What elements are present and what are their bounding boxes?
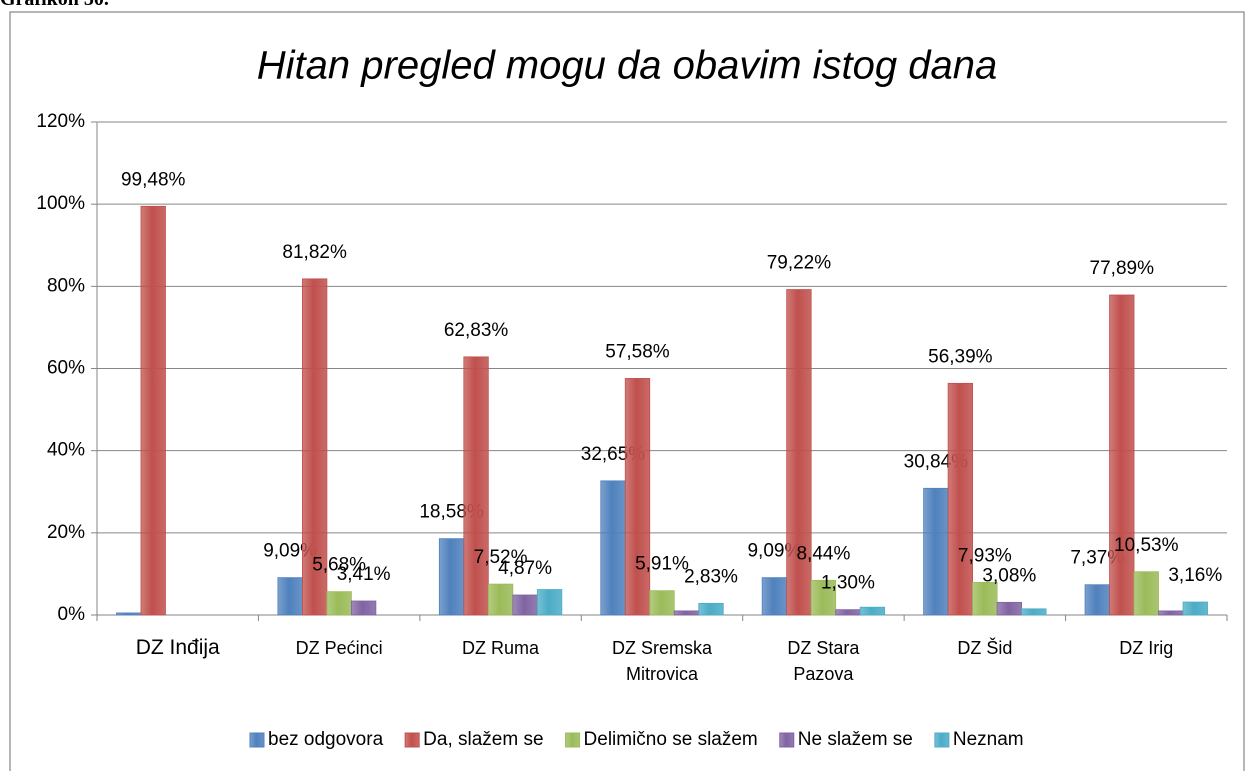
legend-swatch bbox=[779, 732, 795, 748]
bar bbox=[1084, 584, 1110, 616]
bar bbox=[512, 594, 538, 616]
legend-label: bez odgovora bbox=[268, 729, 384, 750]
bar bbox=[673, 610, 700, 616]
x-tick-label: DZ Pećinci bbox=[295, 638, 383, 658]
bar bbox=[1133, 571, 1159, 616]
value-label: 7,93% bbox=[958, 545, 1012, 566]
legend-label: Neznam bbox=[953, 729, 1024, 750]
value-label: 57,58% bbox=[605, 341, 670, 362]
bar bbox=[1158, 610, 1184, 616]
legend-label: Ne slažem se bbox=[798, 729, 913, 750]
x-tick-label: DZ Stara Pazova bbox=[787, 638, 860, 684]
y-tick-label: 60% bbox=[47, 358, 85, 379]
value-label: 10,53% bbox=[1114, 535, 1179, 556]
chart-frame bbox=[9, 11, 1245, 771]
legend-label: Delimično se slažem bbox=[584, 729, 758, 750]
value-label: 4,87% bbox=[498, 558, 552, 579]
bar bbox=[301, 278, 328, 616]
legend-swatch bbox=[404, 732, 420, 748]
y-tick-label: 80% bbox=[47, 275, 85, 296]
bar bbox=[1021, 608, 1047, 616]
value-label: 62,83% bbox=[444, 320, 509, 341]
chart-title: Hitan pregled mogu da obavim istog dana bbox=[257, 44, 997, 88]
bar bbox=[923, 487, 949, 616]
x-tick-label: DZ Irig bbox=[1119, 638, 1174, 658]
value-label: 7,52% bbox=[474, 547, 528, 568]
legend-swatch bbox=[934, 732, 950, 748]
bar bbox=[350, 600, 377, 616]
bar bbox=[600, 480, 626, 616]
value-label: 79,22% bbox=[767, 253, 832, 274]
bar bbox=[1109, 294, 1135, 616]
bar bbox=[996, 601, 1023, 616]
bar bbox=[438, 538, 465, 616]
bar bbox=[649, 590, 675, 616]
bar bbox=[947, 382, 974, 616]
x-tick-label: DZ Inđija bbox=[135, 636, 220, 659]
bar bbox=[463, 356, 489, 616]
value-label: 1,30% bbox=[821, 573, 875, 594]
value-label: 56,39% bbox=[928, 346, 993, 367]
value-label: 8,44% bbox=[796, 543, 850, 564]
bar bbox=[487, 583, 514, 616]
value-label: 99,48% bbox=[121, 169, 186, 190]
y-tick-label: 40% bbox=[47, 440, 85, 461]
y-tick-label: 120% bbox=[36, 111, 85, 132]
value-label: 3,08% bbox=[982, 565, 1036, 586]
bar bbox=[786, 289, 812, 616]
bar bbox=[1182, 601, 1208, 616]
bar bbox=[326, 591, 352, 616]
y-tick-label: 20% bbox=[47, 522, 85, 543]
value-label: 2,83% bbox=[684, 566, 738, 587]
value-label: 3,41% bbox=[337, 564, 391, 585]
bar bbox=[698, 602, 724, 616]
bar bbox=[859, 606, 886, 616]
legend-swatch bbox=[565, 732, 581, 748]
bar bbox=[116, 612, 142, 616]
value-label: 77,89% bbox=[1090, 258, 1155, 279]
legend-swatch bbox=[249, 732, 265, 748]
bar bbox=[536, 589, 563, 616]
bar bbox=[277, 577, 303, 616]
x-tick-label: DZ Šid bbox=[957, 638, 1013, 658]
bar bbox=[140, 205, 166, 616]
value-label: 81,82% bbox=[282, 242, 347, 263]
value-label: 3,16% bbox=[1168, 565, 1222, 586]
y-tick-label: 0% bbox=[58, 604, 86, 625]
bar bbox=[624, 378, 651, 616]
bar bbox=[761, 577, 788, 616]
x-tick-label: DZ Ruma bbox=[462, 638, 540, 658]
legend: bez odgovora Da, slažem se Delimično se sl… bbox=[249, 729, 1024, 750]
value-label: 5,91% bbox=[635, 554, 689, 575]
y-tick-label: 100% bbox=[36, 193, 85, 214]
header: Grafikon 30. bbox=[0, 0, 109, 11]
bar bbox=[835, 609, 861, 616]
bar bbox=[972, 582, 998, 616]
bar bbox=[810, 579, 837, 616]
x-tick-label: DZ Sremska Mitrovica bbox=[611, 638, 712, 684]
value-label: 5,68% bbox=[312, 555, 366, 576]
legend-label: Da, slažem se bbox=[423, 729, 543, 750]
